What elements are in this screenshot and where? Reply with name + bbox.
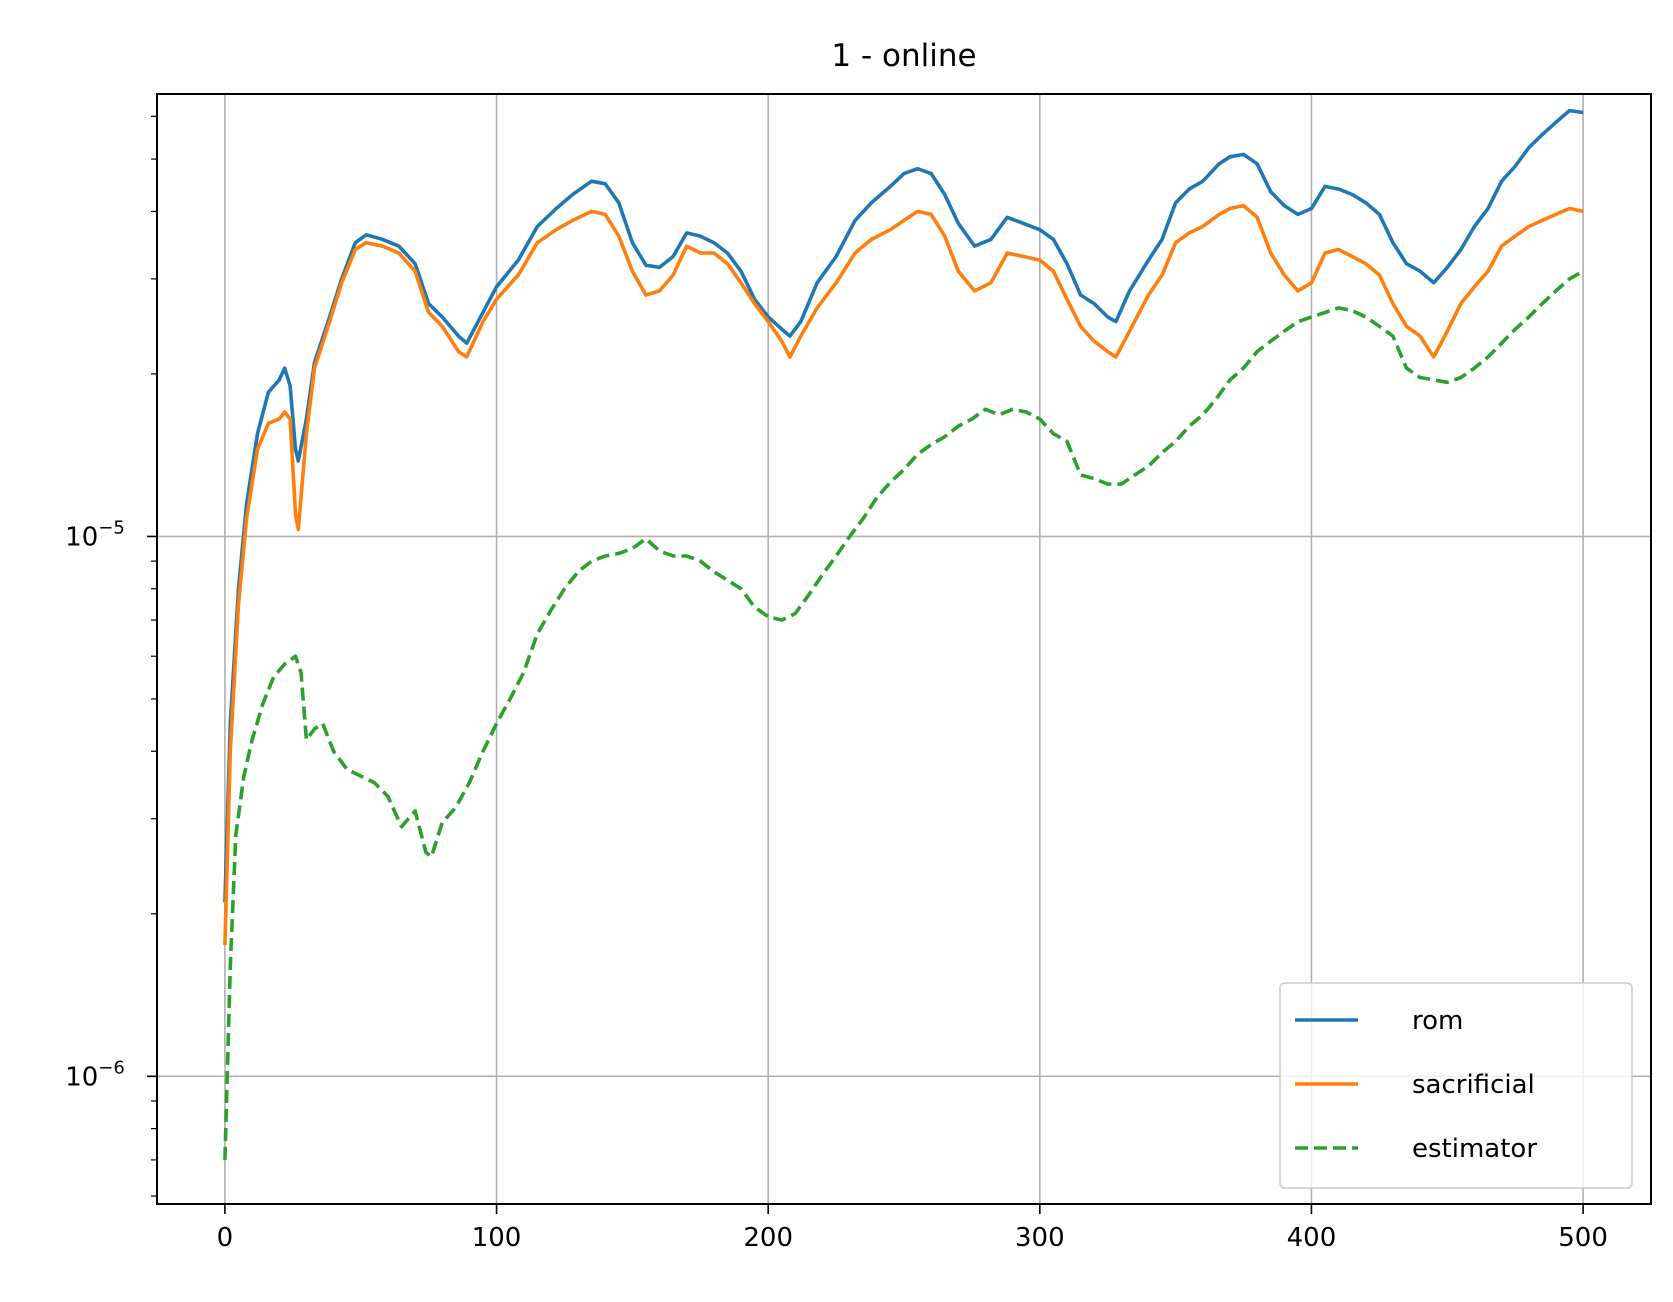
legend-label-rom: rom [1412, 1006, 1463, 1036]
x-tick-label: 100 [472, 1223, 522, 1253]
chart-title: 1 - online [831, 38, 976, 74]
legend: rom sacrificial estimator [1279, 982, 1633, 1189]
series-line-sacrificial [223, 203, 1584, 946]
axis-ticks: 0 100 200 300 400 500 10−6 10−5 [65, 115, 1608, 1253]
legend-label-sacrificial: sacrificial [1412, 1070, 1535, 1100]
x-tick-label: 200 [743, 1223, 793, 1253]
series-lines [223, 108, 1584, 1160]
y-tick-label: 10−6 [65, 1057, 125, 1092]
x-tick-label: 0 [217, 1223, 234, 1253]
series-line-estimator [223, 269, 1584, 1160]
x-tick-label: 400 [1287, 1223, 1337, 1253]
legend-box [1279, 982, 1633, 1189]
y-tick-label: 10−5 [65, 517, 125, 552]
x-tick-label: 500 [1558, 1223, 1608, 1253]
plot-frame [156, 93, 1652, 1205]
legend-label-estimator: estimator [1412, 1134, 1537, 1164]
series-line-rom [223, 108, 1584, 903]
x-tick-label: 300 [1015, 1223, 1065, 1253]
